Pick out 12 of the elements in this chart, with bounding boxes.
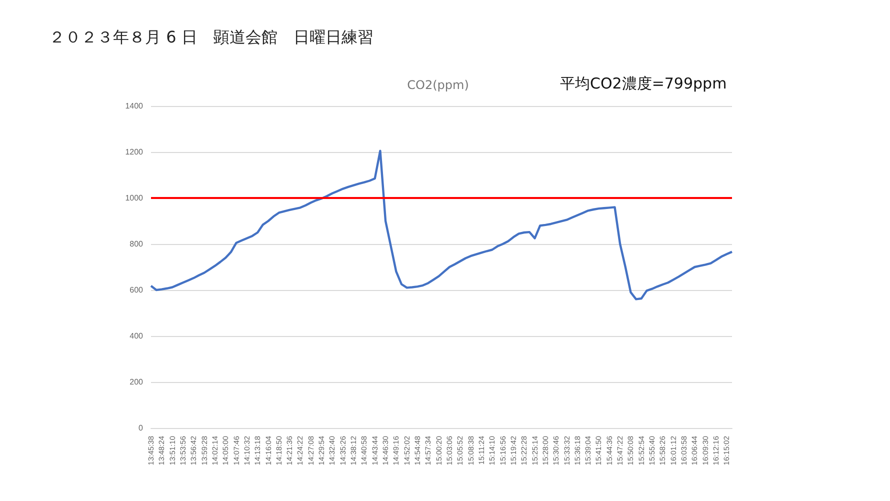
y-tick-label: 400 (130, 332, 144, 340)
y-tick-label: 0 (138, 424, 144, 432)
y-tick-label: 600 (130, 286, 144, 294)
chart-subtitle: CO2(ppm) (407, 78, 469, 92)
y-tick-label: 1400 (125, 102, 144, 110)
line-series (150, 150, 734, 300)
y-tick-label: 1000 (125, 194, 144, 202)
y-tick-label: 1200 (125, 148, 144, 156)
text: 平均CO2濃度=799ppm (560, 74, 727, 92)
chart-title: ２０２３年８月 6 日 顕道会館 日曜日練習 (49, 28, 374, 46)
y-tick-label: 200 (130, 378, 144, 386)
y-tick-label: 800 (130, 240, 144, 248)
